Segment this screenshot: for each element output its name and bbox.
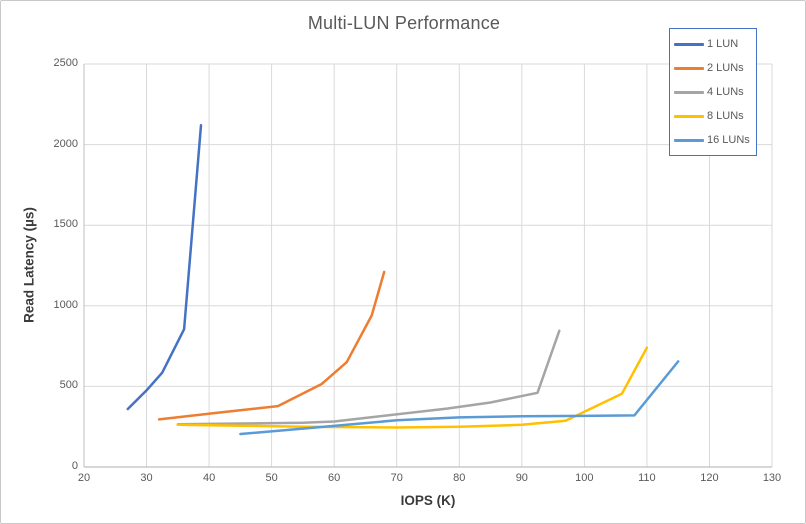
legend-line-swatch (674, 114, 704, 118)
x-tick-label: 40 (202, 472, 216, 484)
y-axis-title: Read Latency (µs) (21, 207, 37, 323)
legend-item-16-luns: 16 LUNs (674, 134, 756, 146)
legend-line-swatch (674, 138, 704, 142)
x-axis-title: IOPS (K) (400, 493, 456, 508)
legend-label: 2 LUNs (707, 62, 744, 74)
y-tick-label: 1000 (53, 298, 78, 311)
y-tick-label: 500 (59, 379, 78, 392)
x-tick-label: 120 (700, 472, 719, 484)
legend: 1 LUN 2 LUNs 4 LUNs 8 LUNs 16 LUNs (669, 28, 757, 156)
legend-line-swatch (674, 66, 704, 70)
x-tick-label: 130 (762, 472, 782, 484)
legend-label: 16 LUNs (707, 134, 750, 146)
x-tick-label: 50 (265, 472, 278, 484)
x-tick-label: 30 (140, 472, 153, 484)
legend-line-swatch (674, 90, 704, 94)
legend-item-4-luns: 4 LUNs (674, 86, 756, 98)
x-tick-label: 80 (453, 472, 466, 484)
y-tick-label: 2500 (53, 57, 78, 69)
x-tick-label: 90 (515, 472, 528, 484)
legend-label: 4 LUNs (707, 86, 744, 98)
y-tick-label: 0 (71, 460, 78, 472)
chart-title: Multi-LUN Performance (307, 13, 501, 33)
legend-line-swatch (674, 42, 704, 46)
legend-item-2-luns: 2 LUNs (674, 62, 756, 74)
y-tick-label: 1500 (53, 218, 78, 231)
legend-label: 1 LUN (707, 38, 739, 50)
y-tick-label: 2000 (53, 137, 78, 150)
legend-label: 8 LUNs (707, 110, 744, 122)
legend-item-8-luns: 8 LUNs (674, 110, 756, 122)
x-tick-label: 110 (638, 472, 656, 484)
x-tick-label: 100 (575, 472, 594, 484)
x-tick-label: 20 (77, 472, 91, 484)
legend-item-1-lun: 1 LUN (674, 38, 756, 50)
x-tick-label: 60 (328, 472, 341, 484)
x-tick-label: 70 (390, 472, 403, 484)
